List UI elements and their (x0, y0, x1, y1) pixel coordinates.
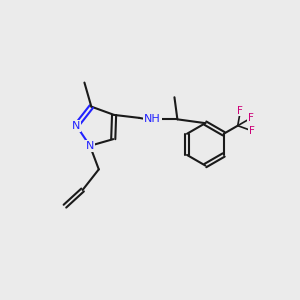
Text: NH: NH (144, 114, 161, 124)
Text: F: F (248, 113, 254, 123)
Text: F: F (238, 106, 243, 116)
Text: F: F (249, 126, 255, 136)
Text: N: N (72, 121, 81, 131)
Text: N: N (86, 141, 94, 151)
